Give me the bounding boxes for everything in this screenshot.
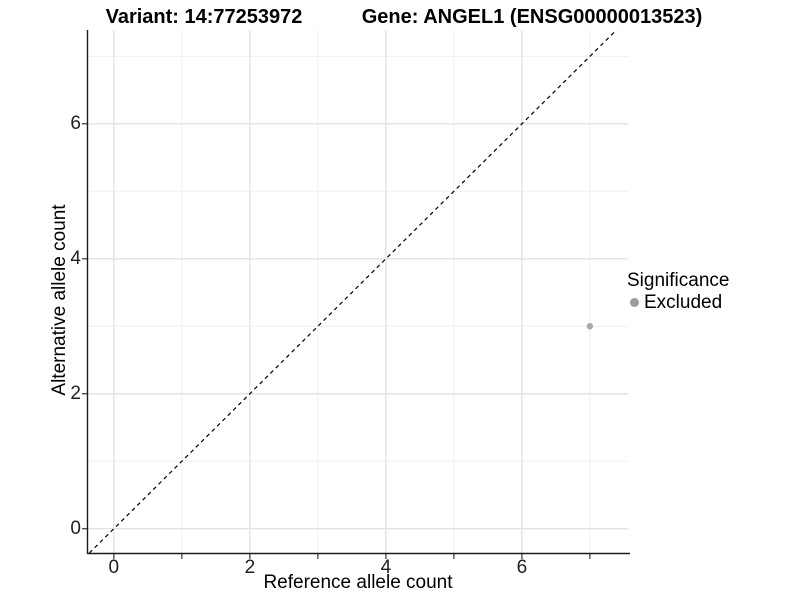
x-tick-label: 0	[108, 557, 120, 578]
y-tick-label: 0	[70, 517, 81, 539]
identity-reference-line	[88, 29, 617, 554]
x-tick-label: 6	[516, 557, 528, 578]
legend-item-excluded: Excluded	[630, 292, 729, 313]
x-axis-title: Reference allele count	[263, 572, 453, 593]
y-axis-title: Alternative allele count	[49, 204, 70, 396]
legend-item-label: Excluded	[644, 292, 723, 313]
x-tick-label: 2	[244, 557, 256, 578]
legend-key-dot-icon	[630, 298, 639, 307]
data-point	[586, 323, 594, 330]
y-tick-label: 4	[70, 247, 81, 269]
y-tick-label: 2	[70, 382, 81, 404]
plot-title-gene: Gene: ANGEL1 (ENSG00000013523)	[361, 6, 703, 28]
legend: Significance Excluded	[627, 270, 729, 313]
plot-title-variant: Variant: 14:77253972	[105, 6, 303, 28]
x-tick-label: 4	[380, 557, 392, 578]
y-tick-label: 6	[70, 112, 81, 134]
legend-title: Significance	[627, 270, 730, 291]
